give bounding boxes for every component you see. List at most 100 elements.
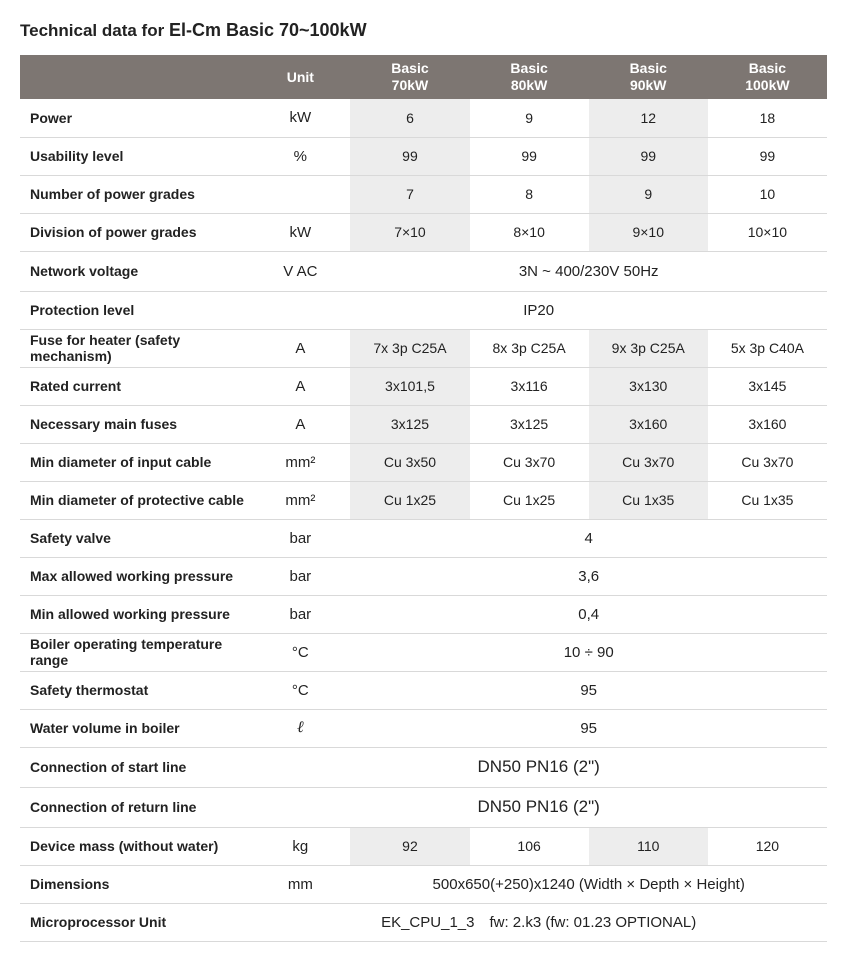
label: Water volume in boiler [20,709,250,747]
row-power: Power kW 6 9 12 18 [20,99,827,137]
val-merged: IP20 [250,291,827,329]
label: Connection of start line [20,747,250,787]
val-3: 9x 3p C25A [589,329,708,367]
row-divgrades: Division of power grades kW 7×10 8×10 9×… [20,213,827,251]
unit: A [250,405,350,443]
val-merged: EK_CPU_1_3 fw: 2.k3 (fw: 01.23 OPTIONAL) [250,903,827,941]
val-4: 99 [708,137,827,175]
val-2: 8 [470,175,589,213]
table-header-row: Unit Basic70kW Basic80kW Basic90kW Basic… [20,55,827,99]
val-1: 7x 3p C25A [350,329,469,367]
val-merged: 3,6 [350,557,827,595]
val-merged: 95 [350,709,827,747]
row-fuse: Fuse for heater (safety mechanism) A 7x … [20,329,827,367]
val-merged: 3N ~ 400/230V 50Hz [350,251,827,291]
row-dimensions: Dimensions mm 500x650(+250)x1240 (Width … [20,865,827,903]
unit: kW [250,99,350,137]
title-prefix: Technical data for [20,21,169,40]
row-startline: Connection of start line DN50 PN16 (2") [20,747,827,787]
val-3: 12 [589,99,708,137]
label: Device mass (without water) [20,827,250,865]
unit: V AC [250,251,350,291]
val-4: 5x 3p C40A [708,329,827,367]
val-4: 18 [708,99,827,137]
header-col-4: Basic100kW [708,55,827,99]
row-numgrades: Number of power grades 7 8 9 10 [20,175,827,213]
val-3: 110 [589,827,708,865]
page-title: Technical data for El-Cm Basic 70~100kW [20,20,827,41]
val-2: 99 [470,137,589,175]
unit: mm² [250,443,350,481]
label: Min diameter of protective cable [20,481,250,519]
row-usability: Usability level % 99 99 99 99 [20,137,827,175]
val-3: Cu 3x70 [589,443,708,481]
unit: kW [250,213,350,251]
label: Safety thermostat [20,671,250,709]
row-maxpress: Max allowed working pressure bar 3,6 [20,557,827,595]
val-4: 3x145 [708,367,827,405]
val-3: 9×10 [589,213,708,251]
row-rated: Rated current A 3x101,5 3x116 3x130 3x14… [20,367,827,405]
header-empty [20,55,250,99]
row-temprange: Boiler operating temperature range °C 10… [20,633,827,671]
val-3: Cu 1x35 [589,481,708,519]
label: Microprocessor Unit [20,903,250,941]
spec-table: Unit Basic70kW Basic80kW Basic90kW Basic… [20,55,827,942]
label: Dimensions [20,865,250,903]
label: Division of power grades [20,213,250,251]
val-3: 3x160 [589,405,708,443]
val-merged: DN50 PN16 (2") [250,787,827,827]
row-returnline: Connection of return line DN50 PN16 (2") [20,787,827,827]
val-merged: 95 [350,671,827,709]
val-merged: 4 [350,519,827,557]
row-safetyvalve: Safety valve bar 4 [20,519,827,557]
val-3: 9 [589,175,708,213]
val-4: Cu 3x70 [708,443,827,481]
label: Power [20,99,250,137]
label: Protection level [20,291,250,329]
header-col-2: Basic80kW [470,55,589,99]
unit: bar [250,519,350,557]
row-inputcable: Min diameter of input cable mm² Cu 3x50 … [20,443,827,481]
unit: kg [250,827,350,865]
val-1: Cu 1x25 [350,481,469,519]
row-watervol: Water volume in boiler ℓ 95 [20,709,827,747]
val-2: 106 [470,827,589,865]
unit [250,175,350,213]
val-4: 10 [708,175,827,213]
unit: ℓ [250,709,350,747]
val-merged: 500x650(+250)x1240 (Width × Depth × Heig… [350,865,827,903]
unit: mm [250,865,350,903]
val-2: 3x116 [470,367,589,405]
val-merged: 0,4 [350,595,827,633]
val-2: Cu 3x70 [470,443,589,481]
val-4: 3x160 [708,405,827,443]
val-1: 3x125 [350,405,469,443]
row-protcable: Min diameter of protective cable mm² Cu … [20,481,827,519]
val-2: 8x 3p C25A [470,329,589,367]
val-2: 8×10 [470,213,589,251]
label: Rated current [20,367,250,405]
unit: mm² [250,481,350,519]
label: Number of power grades [20,175,250,213]
val-1: 7 [350,175,469,213]
val-3: 99 [589,137,708,175]
unit: A [250,329,350,367]
header-col-1: Basic70kW [350,55,469,99]
row-protection: Protection level IP20 [20,291,827,329]
row-thermostat: Safety thermostat °C 95 [20,671,827,709]
header-col-3: Basic90kW [589,55,708,99]
val-2: 3x125 [470,405,589,443]
label: Min allowed working pressure [20,595,250,633]
unit: A [250,367,350,405]
val-2: Cu 1x25 [470,481,589,519]
unit: % [250,137,350,175]
row-mpu: Microprocessor Unit EK_CPU_1_3 fw: 2.k3 … [20,903,827,941]
header-unit: Unit [250,55,350,99]
val-1: 99 [350,137,469,175]
val-4: 120 [708,827,827,865]
label: Usability level [20,137,250,175]
unit: bar [250,595,350,633]
label: Min diameter of input cable [20,443,250,481]
label: Network voltage [20,251,250,291]
